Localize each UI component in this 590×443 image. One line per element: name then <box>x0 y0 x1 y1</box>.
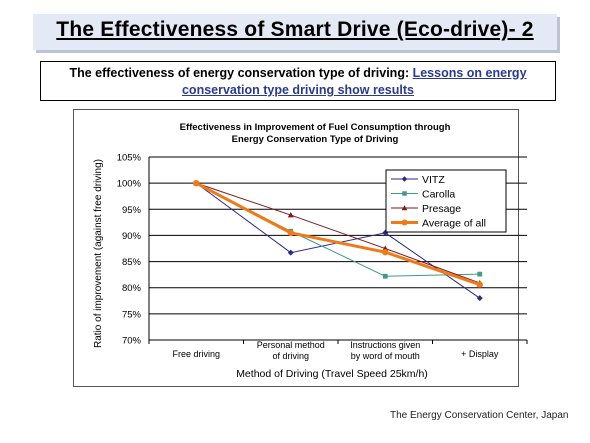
series-line-presage <box>196 182 480 284</box>
data-point <box>382 248 389 256</box>
y-tick-label: 95% <box>122 205 142 216</box>
x-axis-title: Method of Driving (Travel Speed 25km/h) <box>236 368 428 380</box>
legend-label: Presage <box>422 203 461 215</box>
x-category-label: by word of mouth <box>351 351 420 361</box>
x-category-label: Personal method <box>257 340 325 350</box>
legend-marker <box>401 205 408 211</box>
y-tick-label: 85% <box>122 257 142 268</box>
legend-marker <box>401 219 408 226</box>
subtitle-text: The effectiveness of energy conservation… <box>69 66 413 80</box>
y-tick-label: 90% <box>122 231 142 242</box>
y-tick-label: 105% <box>117 153 142 164</box>
data-point <box>382 273 388 279</box>
y-tick-label: 80% <box>122 283 142 294</box>
footer-credit: The Energy Conservation Center, Japan <box>390 410 569 421</box>
x-category-label: Free driving <box>172 349 220 359</box>
series-line-average-of-all <box>195 181 481 286</box>
x-category-label: + Display <box>461 349 499 359</box>
y-tick-label: 100% <box>117 179 142 190</box>
data-point <box>477 271 483 277</box>
legend-marker <box>401 176 408 182</box>
data-point <box>287 229 294 237</box>
chart-title-line: Effectiveness in Improvement of Fuel Con… <box>180 122 451 133</box>
x-category-label: of driving <box>272 351 309 361</box>
data-point <box>476 281 483 288</box>
chart-frame <box>73 109 519 387</box>
title-bar: The Effectiveness of Smart Drive (Eco-dr… <box>33 14 557 50</box>
y-axis-title: Ratio of improvement (against free drivi… <box>93 159 104 348</box>
legend-label: Average of all <box>422 218 486 230</box>
data-point <box>287 249 294 256</box>
legend-marker <box>402 191 407 196</box>
x-category-label: Instructions given <box>350 340 420 350</box>
data-point <box>193 179 200 187</box>
y-tick-label: 70% <box>122 336 142 347</box>
legend-label: VITZ <box>422 174 445 186</box>
legend-label: Carolla <box>422 189 455 201</box>
data-point <box>476 295 483 302</box>
page-title: The Effectiveness of Smart Drive (Eco-dr… <box>56 18 534 41</box>
chart-title-line: Energy Conservation Type of Driving <box>232 134 399 145</box>
subtitle-box: The effectiveness of energy conservation… <box>40 61 556 101</box>
y-tick-label: 75% <box>122 309 142 320</box>
subtitle-link[interactable]: Lessons on energy conservation type driv… <box>181 66 527 97</box>
data-point <box>287 212 294 218</box>
